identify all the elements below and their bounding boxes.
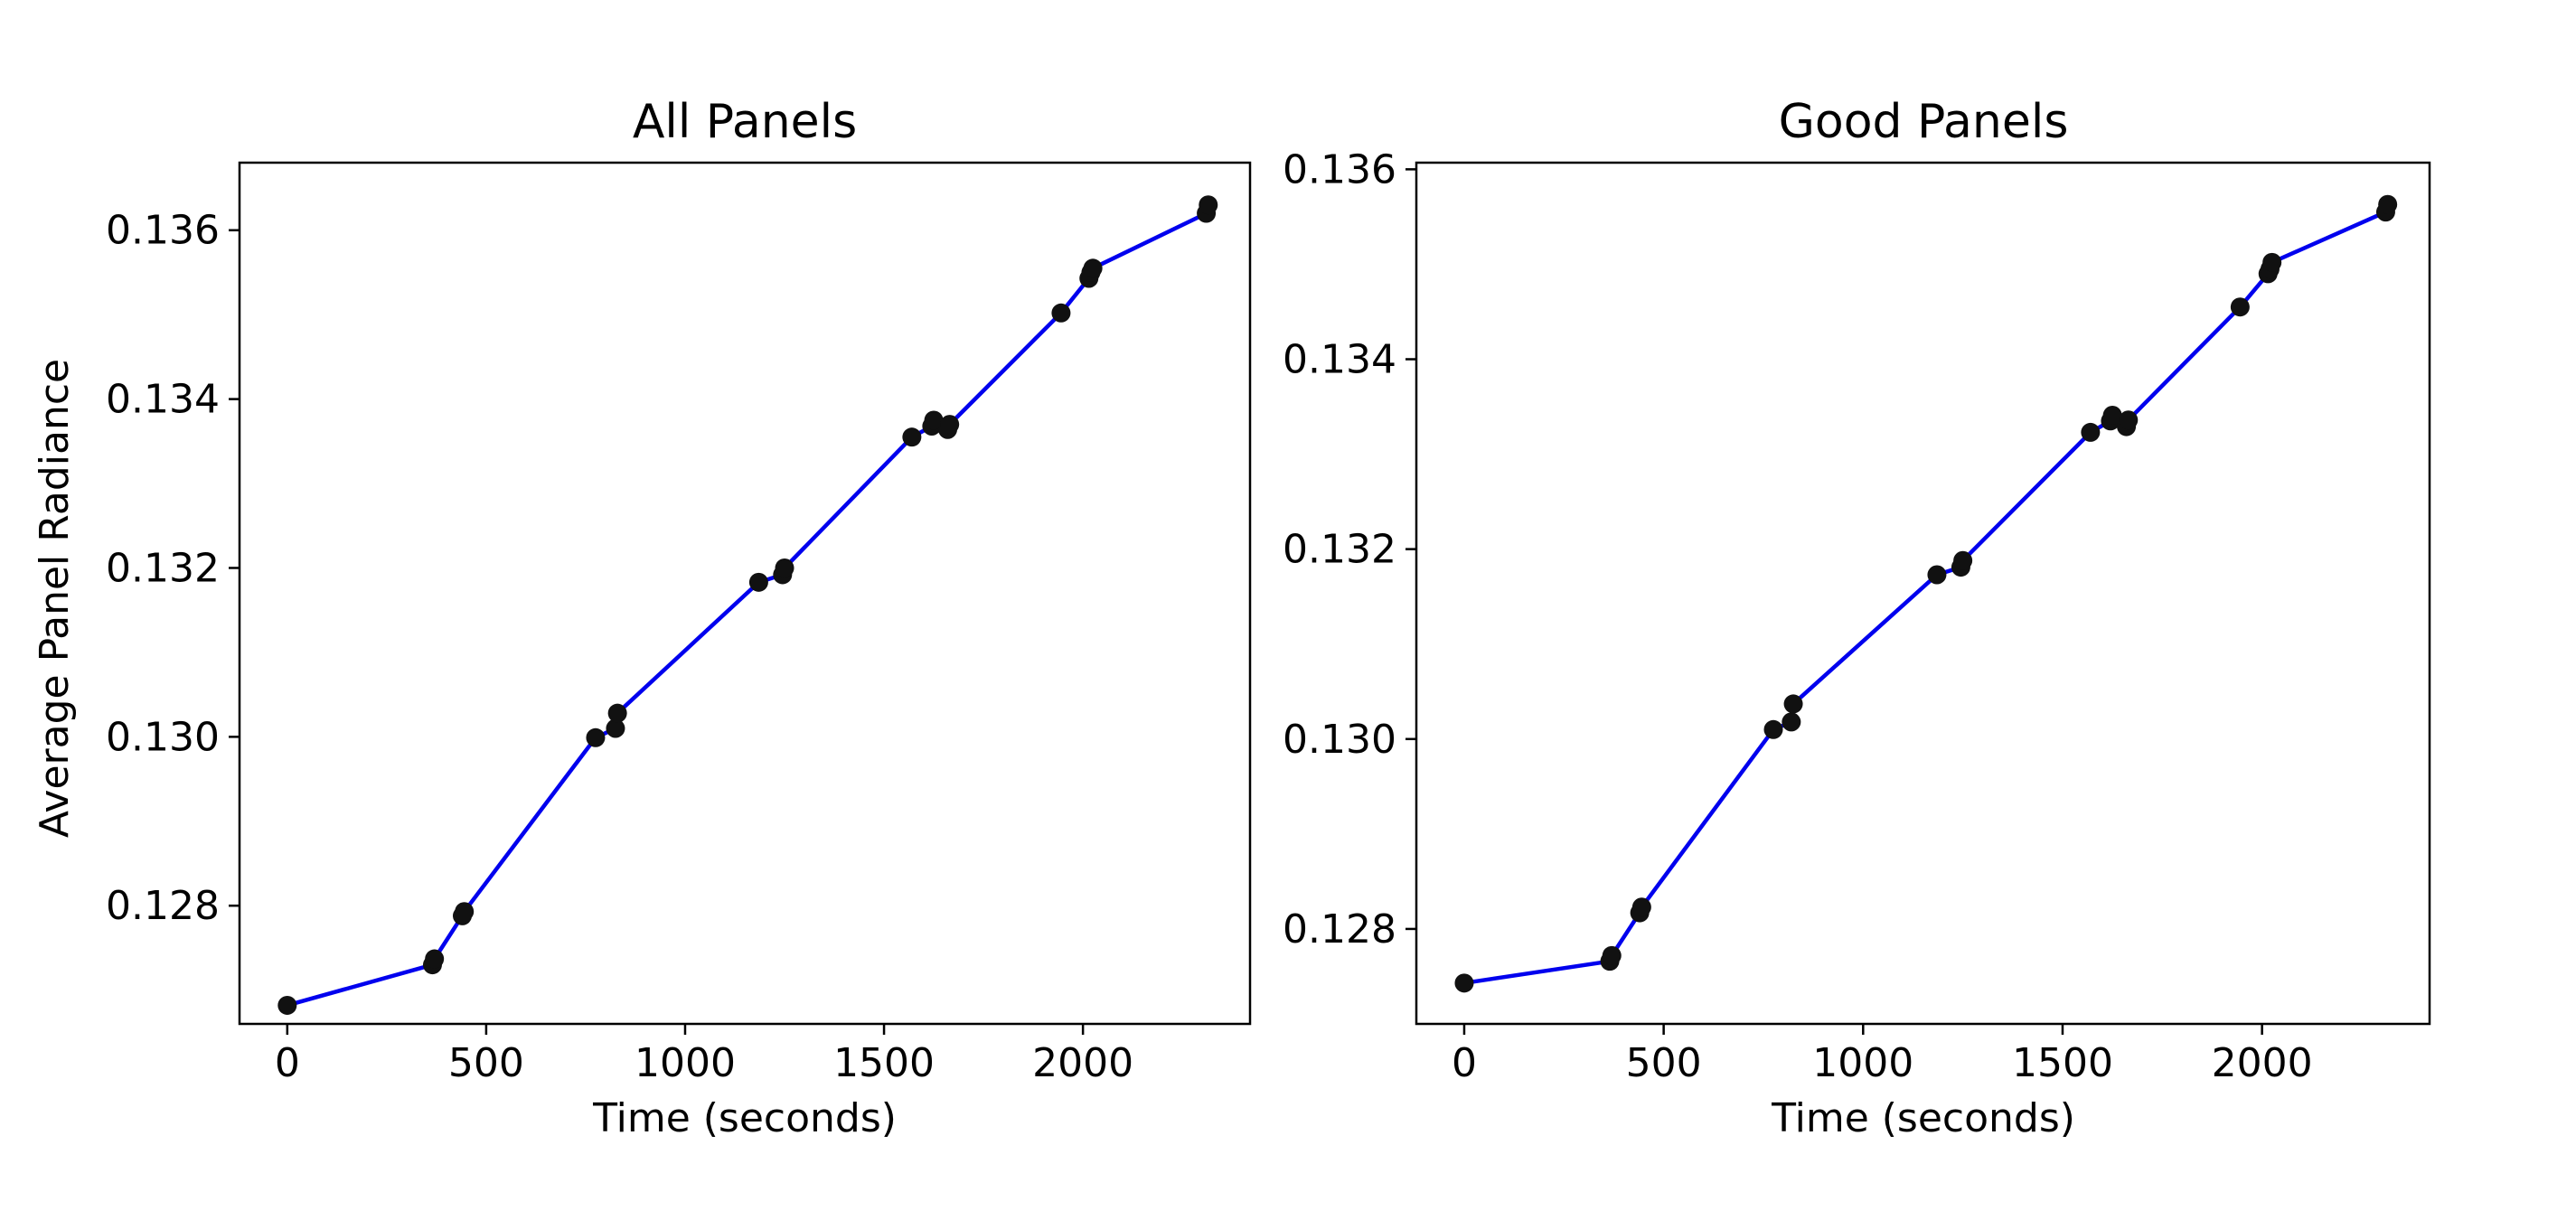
- data-point: [607, 703, 627, 723]
- data-point: [1051, 303, 1071, 323]
- y-tick-label: 0.134: [1283, 336, 1396, 382]
- data-point: [1927, 565, 1947, 585]
- data-point: [775, 558, 794, 577]
- data-point: [277, 995, 297, 1015]
- data-point: [1602, 945, 1622, 965]
- data-point: [2378, 194, 2398, 214]
- data-point: [606, 718, 625, 738]
- data-point: [2081, 422, 2101, 442]
- subplot-good-panels: Good Panels Time (seconds) 0 500 1000 1500 2…: [1283, 95, 2431, 1141]
- data-point: [748, 572, 768, 592]
- x-tick-label: 1500: [2012, 1040, 2113, 1086]
- y-tick-label: 0.130: [1283, 717, 1396, 763]
- x-axis-label: Time (seconds): [1771, 1095, 2075, 1141]
- x-axis-label: Time (seconds): [592, 1095, 897, 1141]
- y-tick-label: 0.136: [106, 208, 220, 254]
- x-tick-label: 1000: [1812, 1040, 1913, 1086]
- data-point: [1783, 694, 1803, 714]
- data-point: [425, 949, 445, 969]
- data-point: [1631, 897, 1651, 917]
- x-tick-label: 1500: [833, 1040, 935, 1086]
- x-tick-label: 1000: [635, 1040, 736, 1086]
- y-tick-label: 0.134: [106, 377, 220, 423]
- y-axis-label: Average Panel Radiance: [32, 359, 78, 838]
- chart-title: All Panels: [633, 95, 857, 149]
- y-tick-label: 0.132: [1283, 527, 1396, 573]
- y-tick-label: 0.132: [106, 545, 220, 591]
- data-point: [586, 727, 606, 747]
- plot-area: 0 500 1000 1500 2000 0.128 0.130 0.132 0.134 0.13…: [106, 161, 1252, 1086]
- data-point: [940, 415, 960, 435]
- chart-title: Good Panels: [1779, 95, 2069, 149]
- subplot-all-panels: All Panels Time (seconds) Average Panel …: [32, 95, 1252, 1141]
- data-point: [924, 410, 944, 430]
- data-point: [2102, 405, 2122, 425]
- x-tick-label: 500: [448, 1040, 524, 1086]
- data-point: [1782, 712, 1801, 732]
- data-point: [455, 902, 475, 922]
- data-point: [2119, 410, 2139, 430]
- data-point: [902, 427, 922, 447]
- data-point: [1083, 258, 1103, 278]
- data-point: [2230, 297, 2250, 317]
- data-point: [1953, 550, 1973, 570]
- y-tick-label: 0.128: [1283, 906, 1396, 953]
- data-point: [2262, 252, 2282, 272]
- data-point: [1763, 719, 1783, 739]
- x-tick-label: 0: [1452, 1040, 1477, 1086]
- plot-area: 0 500 1000 1500 2000 0.128 0.130 0.132 0.134 0.13…: [1283, 146, 2431, 1086]
- data-point: [1199, 195, 1218, 215]
- x-tick-label: 500: [1626, 1040, 1702, 1086]
- y-tick-label: 0.128: [106, 883, 220, 929]
- data-point: [1454, 973, 1474, 993]
- axes-frame: [1415, 161, 2431, 1026]
- x-tick-label: 2000: [1032, 1040, 1133, 1086]
- x-tick-label: 0: [275, 1040, 300, 1086]
- axes-frame: [238, 161, 1252, 1026]
- y-tick-label: 0.130: [106, 714, 220, 760]
- x-tick-label: 2000: [2212, 1040, 2313, 1086]
- y-tick-label: 0.136: [1283, 146, 1396, 192]
